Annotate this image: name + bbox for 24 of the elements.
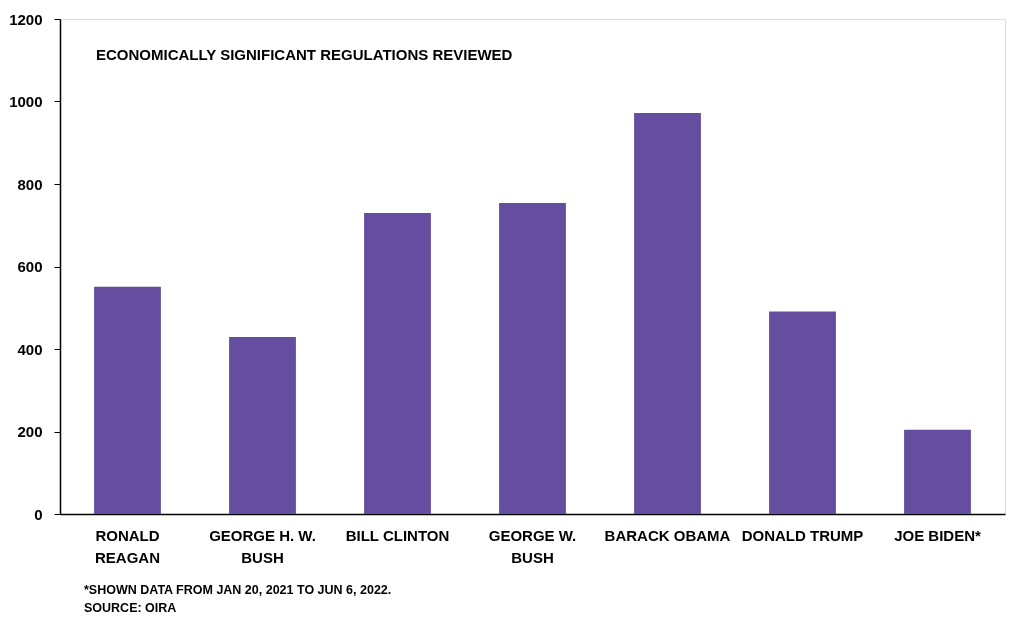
bar [904, 429, 971, 514]
bar [634, 113, 701, 514]
y-tick-label: 0 [34, 505, 43, 523]
bar [499, 202, 566, 514]
x-tick-label: JOE BIDEN* [894, 526, 981, 544]
x-tick-label: GEORGE H. W. BUSH [209, 526, 316, 566]
y-tick-label: 200 [17, 423, 43, 440]
text: ECONOMICALLY SIGNIFICANT REGULATIONS REVIEWED [96, 46, 513, 63]
x-tick-label: GEORGE W. BUSH [488, 526, 577, 566]
bar [229, 337, 296, 514]
y-tick-label: 1000 [9, 93, 43, 110]
text: *SHOWN DATA FROM JAN 20, 2021 TO JUN 6, 2022. [84, 583, 392, 597]
bar [769, 311, 836, 514]
x-tick-label: BILL CLINTON [345, 526, 450, 544]
y-tick-label: 600 [17, 258, 43, 275]
y-tick-label: 400 [17, 340, 43, 358]
x-tick-label: BARACK OBAMA [604, 526, 731, 544]
y-tick-label: 800 [17, 175, 43, 193]
source-note: SOURCE: OIRA [84, 601, 177, 615]
x-tick-label: RONALD REAGAN [94, 526, 161, 566]
x-tick-label: DONALD TRUMP [741, 526, 864, 544]
bar [364, 212, 431, 514]
bar [94, 286, 161, 514]
y-tick-label: 1200 [9, 10, 43, 28]
